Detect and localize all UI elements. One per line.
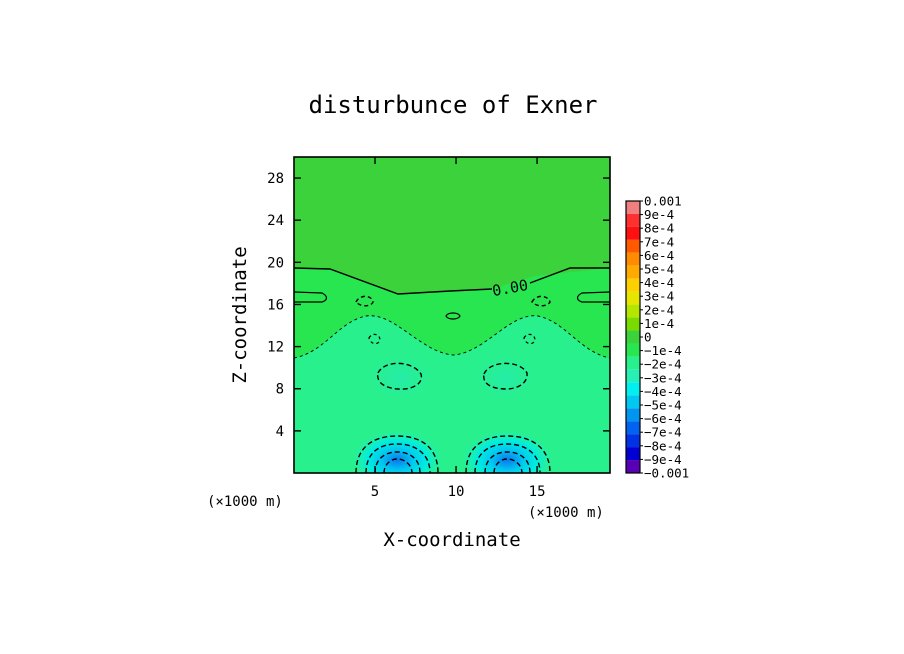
colorbar-label: 8e-4 <box>644 221 674 236</box>
colorbar-label: 9e-4 <box>644 207 674 222</box>
contour-small-center <box>445 312 461 320</box>
x-tick-label: 10 <box>448 484 465 500</box>
y-axis-label: Z-coordinate <box>229 246 251 383</box>
x-tick-label: 5 <box>371 484 379 500</box>
chart-title: disturbunce of Exner <box>309 91 598 119</box>
y-tick-label: 24 <box>267 213 284 229</box>
x-axis-unit: (×1000 m) <box>528 505 604 521</box>
colorbar-swatch <box>626 369 640 383</box>
contour-zero-right <box>529 267 610 284</box>
colorbar-swatch <box>626 382 640 396</box>
contour-mid-small-left <box>368 333 381 345</box>
contour-zero-left-edge <box>294 291 328 303</box>
colorbar-label: −8e-4 <box>644 438 682 453</box>
colorbar-swatch <box>626 291 640 305</box>
contours <box>294 267 610 473</box>
contour-label-zero: 0.00 <box>491 276 530 300</box>
low-left <box>351 430 443 473</box>
colorbar-swatch <box>626 421 640 435</box>
colorbar-swatch <box>626 356 640 370</box>
colorbar-label: 7e-4 <box>644 234 674 249</box>
contours-low-right <box>465 435 551 473</box>
colorbar-swatch <box>626 408 640 422</box>
colorbar-label: 0 <box>644 330 652 345</box>
heatmap-field <box>294 157 610 473</box>
y-tick-label: 28 <box>267 171 284 187</box>
contour-mid-small-right <box>523 333 536 345</box>
colorbar-swatch <box>626 201 640 214</box>
y-tick-label: 8 <box>276 382 284 398</box>
contour-dash-upper-right <box>531 295 551 307</box>
y-axis-unit: (×1000 m) <box>207 494 283 510</box>
colorbar-label: 1e-4 <box>644 316 674 331</box>
colorbar-label: −1e-4 <box>644 343 682 358</box>
colorbar-label: 2e-4 <box>644 302 674 317</box>
colorbar-swatch <box>626 395 640 409</box>
colorbar-label: 4e-4 <box>644 275 674 290</box>
x-axis-label: X-coordinate <box>383 529 520 551</box>
colorbar: 0.0019e-48e-47e-46e-45e-44e-43e-42e-41e-… <box>625 194 689 481</box>
x-axis-ticks: 5 10 15 <box>371 157 546 500</box>
y-axis-ticks: 4 8 12 16 20 24 28 <box>267 171 610 440</box>
colorbar-swatch <box>626 213 640 227</box>
y-tick-label: 16 <box>267 297 284 313</box>
colorbar-label: −0.001 <box>644 466 689 481</box>
plot-frame <box>293 156 611 474</box>
colorbar-label: −4e-4 <box>644 384 682 399</box>
contours-low-left <box>355 435 439 473</box>
contour-zero-right-edge <box>576 291 610 303</box>
colorbar-swatch <box>626 265 640 279</box>
colorbar-swatch <box>626 304 640 318</box>
blob-left <box>360 350 440 406</box>
colorbar-label: −6e-4 <box>644 411 682 426</box>
blob-right <box>465 350 545 406</box>
colorbar-label: 5e-4 <box>644 262 674 277</box>
y-tick-label: 20 <box>267 255 284 271</box>
contour-minus-1e-4 <box>294 315 610 359</box>
colorbar-swatch <box>626 447 640 461</box>
colorbar-label: −3e-4 <box>644 370 682 385</box>
colorbar-label: 3e-4 <box>644 289 674 304</box>
colorbar-swatch <box>626 226 640 240</box>
colorbar-label: 0.001 <box>644 194 682 209</box>
contour-mid-left <box>377 362 423 390</box>
colorbar-swatch <box>626 239 640 253</box>
colorbar-swatch <box>626 330 640 344</box>
colorbar-swatch <box>626 460 640 473</box>
contour-zero <box>294 267 493 295</box>
y-tick-label: 12 <box>267 340 284 356</box>
low-right <box>461 430 553 473</box>
colorbar-swatch <box>626 317 640 331</box>
contour-mid-right <box>483 362 528 390</box>
y-tick-label: 4 <box>276 424 284 440</box>
colorbar-label: −7e-4 <box>644 425 682 440</box>
band-minus-1e-4-to-minus-2e-4 <box>294 315 610 473</box>
colorbar-label: −9e-4 <box>644 452 682 467</box>
colorbar-swatch <box>626 252 640 266</box>
colorbar-swatch <box>626 343 640 357</box>
contour-dash-upper-left <box>355 295 374 307</box>
colorbar-label: 6e-4 <box>644 248 674 263</box>
colorbar-swatch <box>626 278 640 292</box>
colorbar-label: −5e-4 <box>644 398 682 413</box>
colorbar-label: −2e-4 <box>644 357 682 372</box>
x-tick-label: 15 <box>529 484 546 500</box>
colorbar-swatch <box>626 434 640 448</box>
